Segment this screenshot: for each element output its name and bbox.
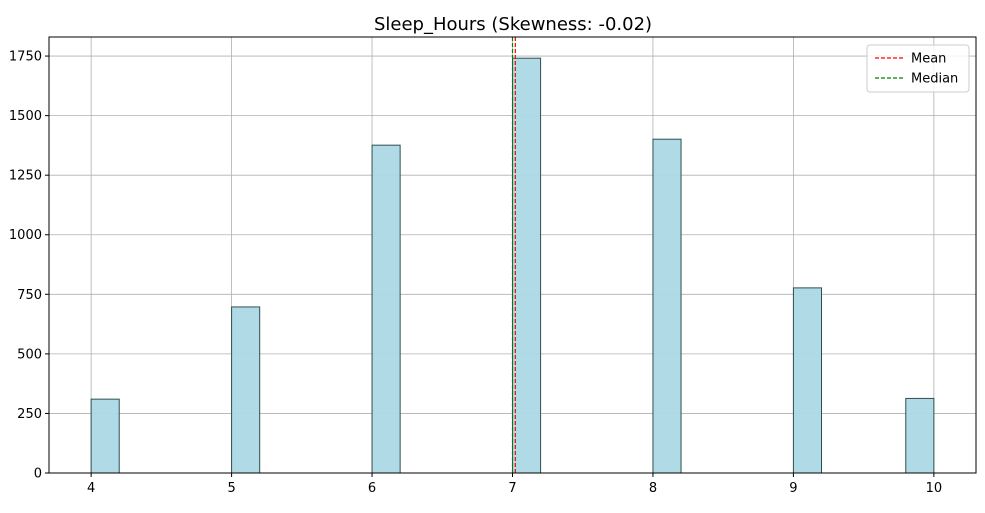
histogram-bar — [90, 398, 120, 474]
histogram-bar — [792, 287, 823, 474]
x-tick-label: 6 — [368, 481, 376, 496]
x-tick-label: 10 — [926, 481, 943, 496]
reference-lines — [511, 37, 516, 473]
legend-box — [866, 44, 970, 93]
y-tick-label: 1500 — [9, 109, 42, 124]
axes: 4 5 6 7 8 9 10 0 250 500 750 1000 1250 1500 1750 — [9, 36, 977, 496]
histogram-bar — [231, 306, 261, 474]
y-tick-label: 1750 — [9, 50, 42, 65]
x-tick-label: 5 — [227, 481, 235, 496]
x-tick-label: 7 — [508, 481, 516, 496]
histogram-bar — [512, 57, 542, 474]
histogram-bars — [90, 57, 935, 474]
x-tick-label: 4 — [87, 481, 95, 496]
histogram-bar — [905, 397, 935, 474]
y-tick-label: 1000 — [9, 228, 42, 243]
legend-label: Median — [911, 72, 958, 87]
y-tick-label: 750 — [17, 288, 42, 303]
chart-title: Sleep_Hours (Skewness: -0.02) — [374, 14, 652, 35]
histogram-bar — [652, 138, 682, 474]
x-tick-label: 8 — [649, 481, 657, 496]
y-tick-label: 250 — [17, 407, 42, 422]
histogram-bar — [371, 144, 401, 474]
y-tick-label: 500 — [17, 347, 42, 362]
x-tick-label: 9 — [789, 481, 797, 496]
y-tick-label: 0 — [34, 467, 42, 482]
legend-label: Mean — [911, 52, 946, 67]
y-tick-label: 1250 — [9, 169, 42, 184]
legend: Mean Median — [866, 44, 970, 93]
